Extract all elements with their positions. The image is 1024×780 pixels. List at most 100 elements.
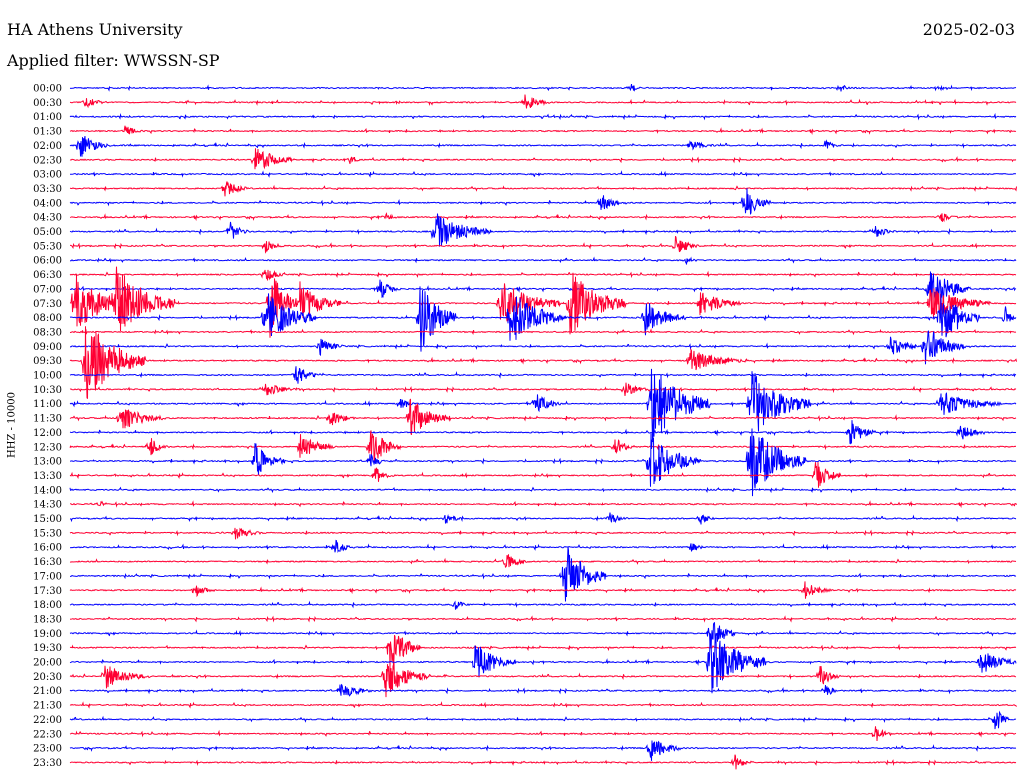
seismic-trace-row: [69, 148, 1017, 170]
tick-label-row: 12:00: [33, 428, 62, 439]
seismic-trace-row: [69, 368, 1017, 442]
seismic-trace-row: [69, 188, 1017, 215]
seismic-trace-row: [69, 462, 1016, 488]
date-label: 2025-02-03: [922, 20, 1015, 39]
station-title: HA Athens University: [7, 20, 183, 39]
tick-label-row: 10:30: [33, 385, 62, 396]
seismic-trace-row: [69, 512, 1017, 525]
tick-label-row: 04:00: [33, 198, 62, 209]
tick-label-row: 08:30: [33, 327, 62, 338]
tick-label-row: 07:00: [33, 284, 62, 295]
tick-label-row: 01:00: [33, 112, 62, 123]
seismic-trace-row: [69, 633, 1017, 694]
seismic-trace-row: [69, 286, 1017, 352]
tick-label-row: 02:30: [33, 155, 62, 166]
tick-label-row: 05:30: [33, 241, 62, 252]
seismic-trace-row: [69, 112, 1017, 121]
seismic-trace-row: [69, 539, 1017, 554]
seismic-trace-row: [69, 581, 1017, 599]
seismic-trace-row: [69, 125, 1017, 135]
tick-label-row: 20:30: [33, 672, 62, 683]
seismic-trace-row: [69, 683, 1017, 697]
seismic-trace-row: [69, 420, 1017, 445]
tick-label-row: 06:00: [33, 256, 62, 267]
tick-label-row: 00:00: [33, 84, 62, 95]
seismic-trace-row: [69, 486, 1017, 494]
tick-label-row: 09:00: [33, 342, 62, 353]
tick-label-row: 12:30: [33, 442, 62, 453]
seismic-trace-row: [69, 662, 1017, 698]
tick-label-row: 14:30: [33, 500, 62, 511]
tick-label-row: 23:00: [33, 744, 62, 755]
tick-label-row: 07:30: [33, 299, 62, 310]
seismic-trace-row: [69, 271, 1017, 302]
tick-label-row: 21:00: [33, 686, 62, 697]
seismic-trace-row: [69, 615, 1017, 623]
seismic-trace-row: [69, 328, 1017, 336]
filter-label: Applied filter: WWSSN-SP: [7, 51, 220, 70]
tick-label-row: 06:30: [33, 270, 62, 281]
tick-label-row: 19:30: [33, 643, 62, 654]
tick-label-row: 21:30: [33, 701, 62, 712]
tick-label-row: 08:00: [33, 313, 62, 324]
tick-label-row: 22:30: [33, 729, 62, 740]
tick-label-row: 13:00: [33, 457, 62, 468]
tick-label-row: 22:00: [33, 715, 62, 726]
seismic-trace-row: [69, 213, 1017, 247]
seismic-trace-row: [69, 330, 1017, 365]
tick-label-row: 04:30: [33, 213, 62, 224]
seismic-trace-row: [69, 710, 1017, 730]
tick-label-row: 03:30: [33, 184, 62, 195]
tick-label-row: 18:00: [33, 600, 62, 611]
seismic-trace-row: [69, 94, 1017, 109]
seismic-trace-row: [69, 701, 1017, 709]
tick-label-row: 03:00: [33, 170, 62, 181]
tick-label-row: 17:00: [33, 571, 62, 582]
tick-label-row: 17:30: [33, 586, 62, 597]
seismic-trace-row: [69, 600, 1016, 610]
seismic-trace-row: [69, 430, 1017, 462]
seismic-trace-row: [69, 170, 1017, 178]
seismic-trace-row: [69, 181, 1017, 197]
seismic-trace-row: [69, 84, 1017, 92]
seismic-trace-row: [69, 500, 1017, 509]
tick-label-row: 01:30: [33, 127, 62, 138]
tick-label-row: 14:00: [33, 485, 62, 496]
seismic-trace-row: [69, 726, 1017, 742]
tick-label-row: 09:30: [33, 356, 62, 367]
tick-label-row: 19:00: [33, 629, 62, 640]
tick-label-row: 23:30: [33, 758, 62, 769]
tick-label-row: 10:00: [33, 371, 62, 382]
seismic-trace-row: [69, 266, 1017, 338]
seismic-trace-row: [69, 621, 1017, 649]
seismic-trace-row: [69, 269, 1017, 281]
seismic-trace-row: [69, 256, 1017, 265]
seismic-trace-row: [69, 136, 1017, 157]
seismic-trace-row: [69, 634, 1017, 668]
seismic-trace-row: [69, 366, 1017, 384]
seismic-trace-row: [69, 382, 1017, 397]
seismic-trace-row: [69, 527, 1017, 540]
seismic-trace-row: [70, 235, 1017, 254]
seismic-trace-row: [69, 740, 1017, 761]
seismic-trace-row: [69, 212, 1017, 223]
seismic-trace-row: [70, 546, 1017, 602]
tick-label-row: 11:30: [33, 414, 62, 425]
tick-label-row: 13:30: [33, 471, 62, 482]
tick-label-row: 20:00: [33, 658, 62, 669]
tick-label-row: 15:00: [33, 514, 62, 525]
tick-label-row: 18:30: [33, 614, 62, 625]
seismic-trace-row: [69, 398, 1017, 436]
seismic-trace-row: [70, 428, 1017, 497]
seismic-trace-row: [69, 554, 1017, 568]
tick-label-row: 16:00: [33, 543, 62, 554]
seismic-trace-row: [69, 754, 1017, 770]
tick-label-row: 05:00: [33, 227, 62, 238]
tick-label-row: 15:30: [33, 528, 62, 539]
tick-label-row: 02:00: [33, 141, 62, 152]
tick-label-row: 11:00: [33, 399, 62, 410]
tick-label-row: 16:30: [33, 557, 62, 568]
tick-label-row: 00:30: [33, 98, 62, 109]
seismic-trace-row: [69, 326, 1017, 399]
